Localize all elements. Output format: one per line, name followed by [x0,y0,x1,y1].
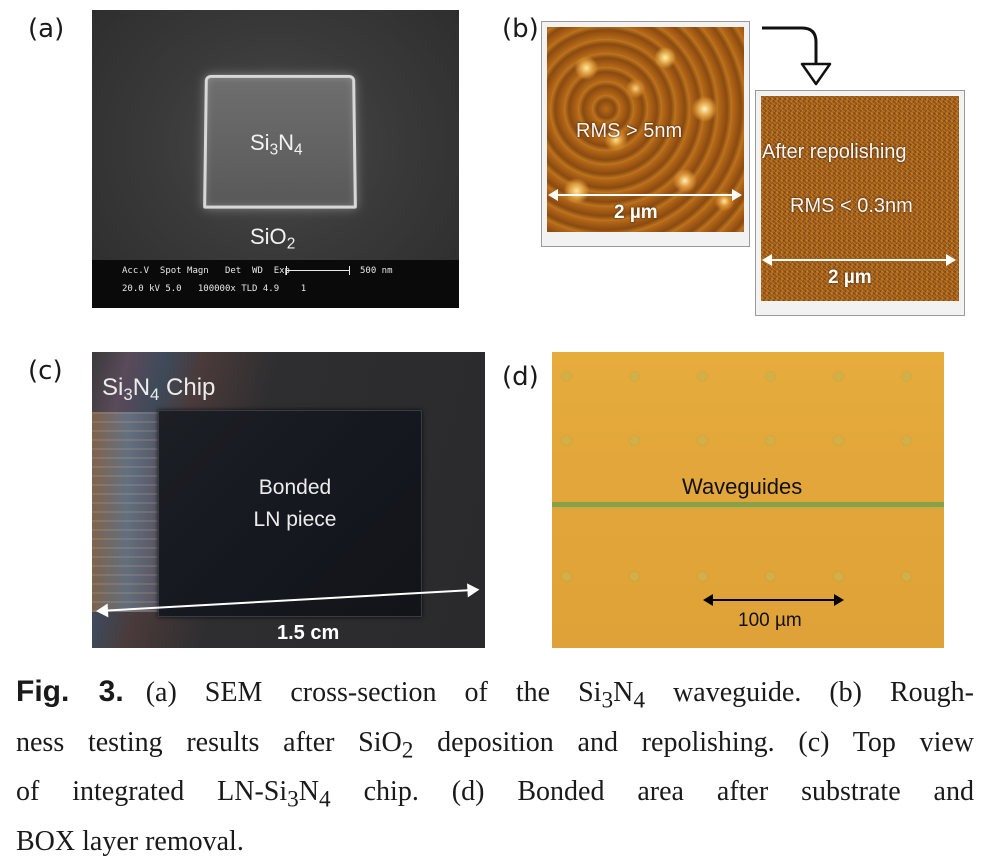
bonded-label: Bonded LN piece [253,476,337,531]
micrograph-image: Waveguides 100 µm [552,352,944,648]
waveguides-label: Waveguides [682,474,803,499]
alignment-dot [630,572,639,581]
micro-scale-arrow [703,594,844,606]
afm-after-scale-text: 2 µm [828,267,872,288]
panel-label-c: (c) [28,356,63,386]
figure-caption: Fig. 3. (a) SEM cross-section of the Si3N… [16,675,974,857]
alignment-dot [698,572,707,581]
alignment-dot [562,372,571,381]
alignment-dot [630,436,639,445]
cladding-material-label: SiO2 [250,224,296,253]
sem-image: Si3N4 SiO2 Acc.V Spot Magn Det WD Exp 20… [92,10,459,308]
afm-after-scale-arrow [762,254,956,266]
chip-title: Si3N4 Chip [102,374,216,405]
curved-arrow-icon [762,24,832,86]
alignment-dot [698,372,707,381]
chip-edge-structures [92,412,162,612]
alignment-dot [562,436,571,445]
micro-scale-text: 100 µm [738,610,802,631]
alignment-dot [902,436,911,445]
afm-before-rms: RMS > 5nm [576,120,683,142]
sem-scale-bar [286,266,350,275]
alignment-dot [902,372,911,381]
afm-after-rms: RMS < 0.3nm [790,195,913,217]
alignment-dot [902,572,911,581]
panel-label-b: (b) [502,14,539,44]
chip-photo: Si3N4 Chip Bonded LN piece 1.5 cm [92,352,485,648]
afm-rough-surface [547,27,744,232]
alignment-dot [834,572,843,581]
afm-before-scale-arrow [548,189,742,201]
alignment-dot [766,436,775,445]
waveguide-material-label: Si3N4 [250,130,303,159]
figure-number: Fig. 3. [16,675,124,708]
alignment-dot [834,436,843,445]
alignment-dot [766,372,775,381]
bonded-ln-piece [158,410,422,617]
afm-after-title: After repolishing [762,141,907,163]
sem-info-bar: Acc.V Spot Magn Det WD Exp 20.0 kV 5.0 1… [92,260,459,308]
alignment-dot [834,372,843,381]
waveguide-line [552,502,944,507]
chip-scale-text: 1.5 cm [277,622,340,644]
afm-before-scale-text: 2 µm [614,202,658,223]
alignment-dot [630,372,639,381]
alignment-dot [766,572,775,581]
panel-label-d: (d) [502,362,539,392]
sem-scale-text: 500 nm [360,266,393,276]
afm-before-image: RMS > 5nm 2 µm [541,21,750,247]
afm-after-image: After repolishing RMS < 0.3nm 2 µm [755,90,965,316]
alignment-dot [698,436,707,445]
alignment-dot [562,572,571,581]
sem-info-line1: Acc.V Spot Magn Det WD Exp [122,266,290,276]
sem-info-line2: 20.0 kV 5.0 100000x TLD 4.9 1 [122,284,307,294]
afm-smooth-surface [761,96,959,301]
panel-label-a: (a) [28,14,65,44]
